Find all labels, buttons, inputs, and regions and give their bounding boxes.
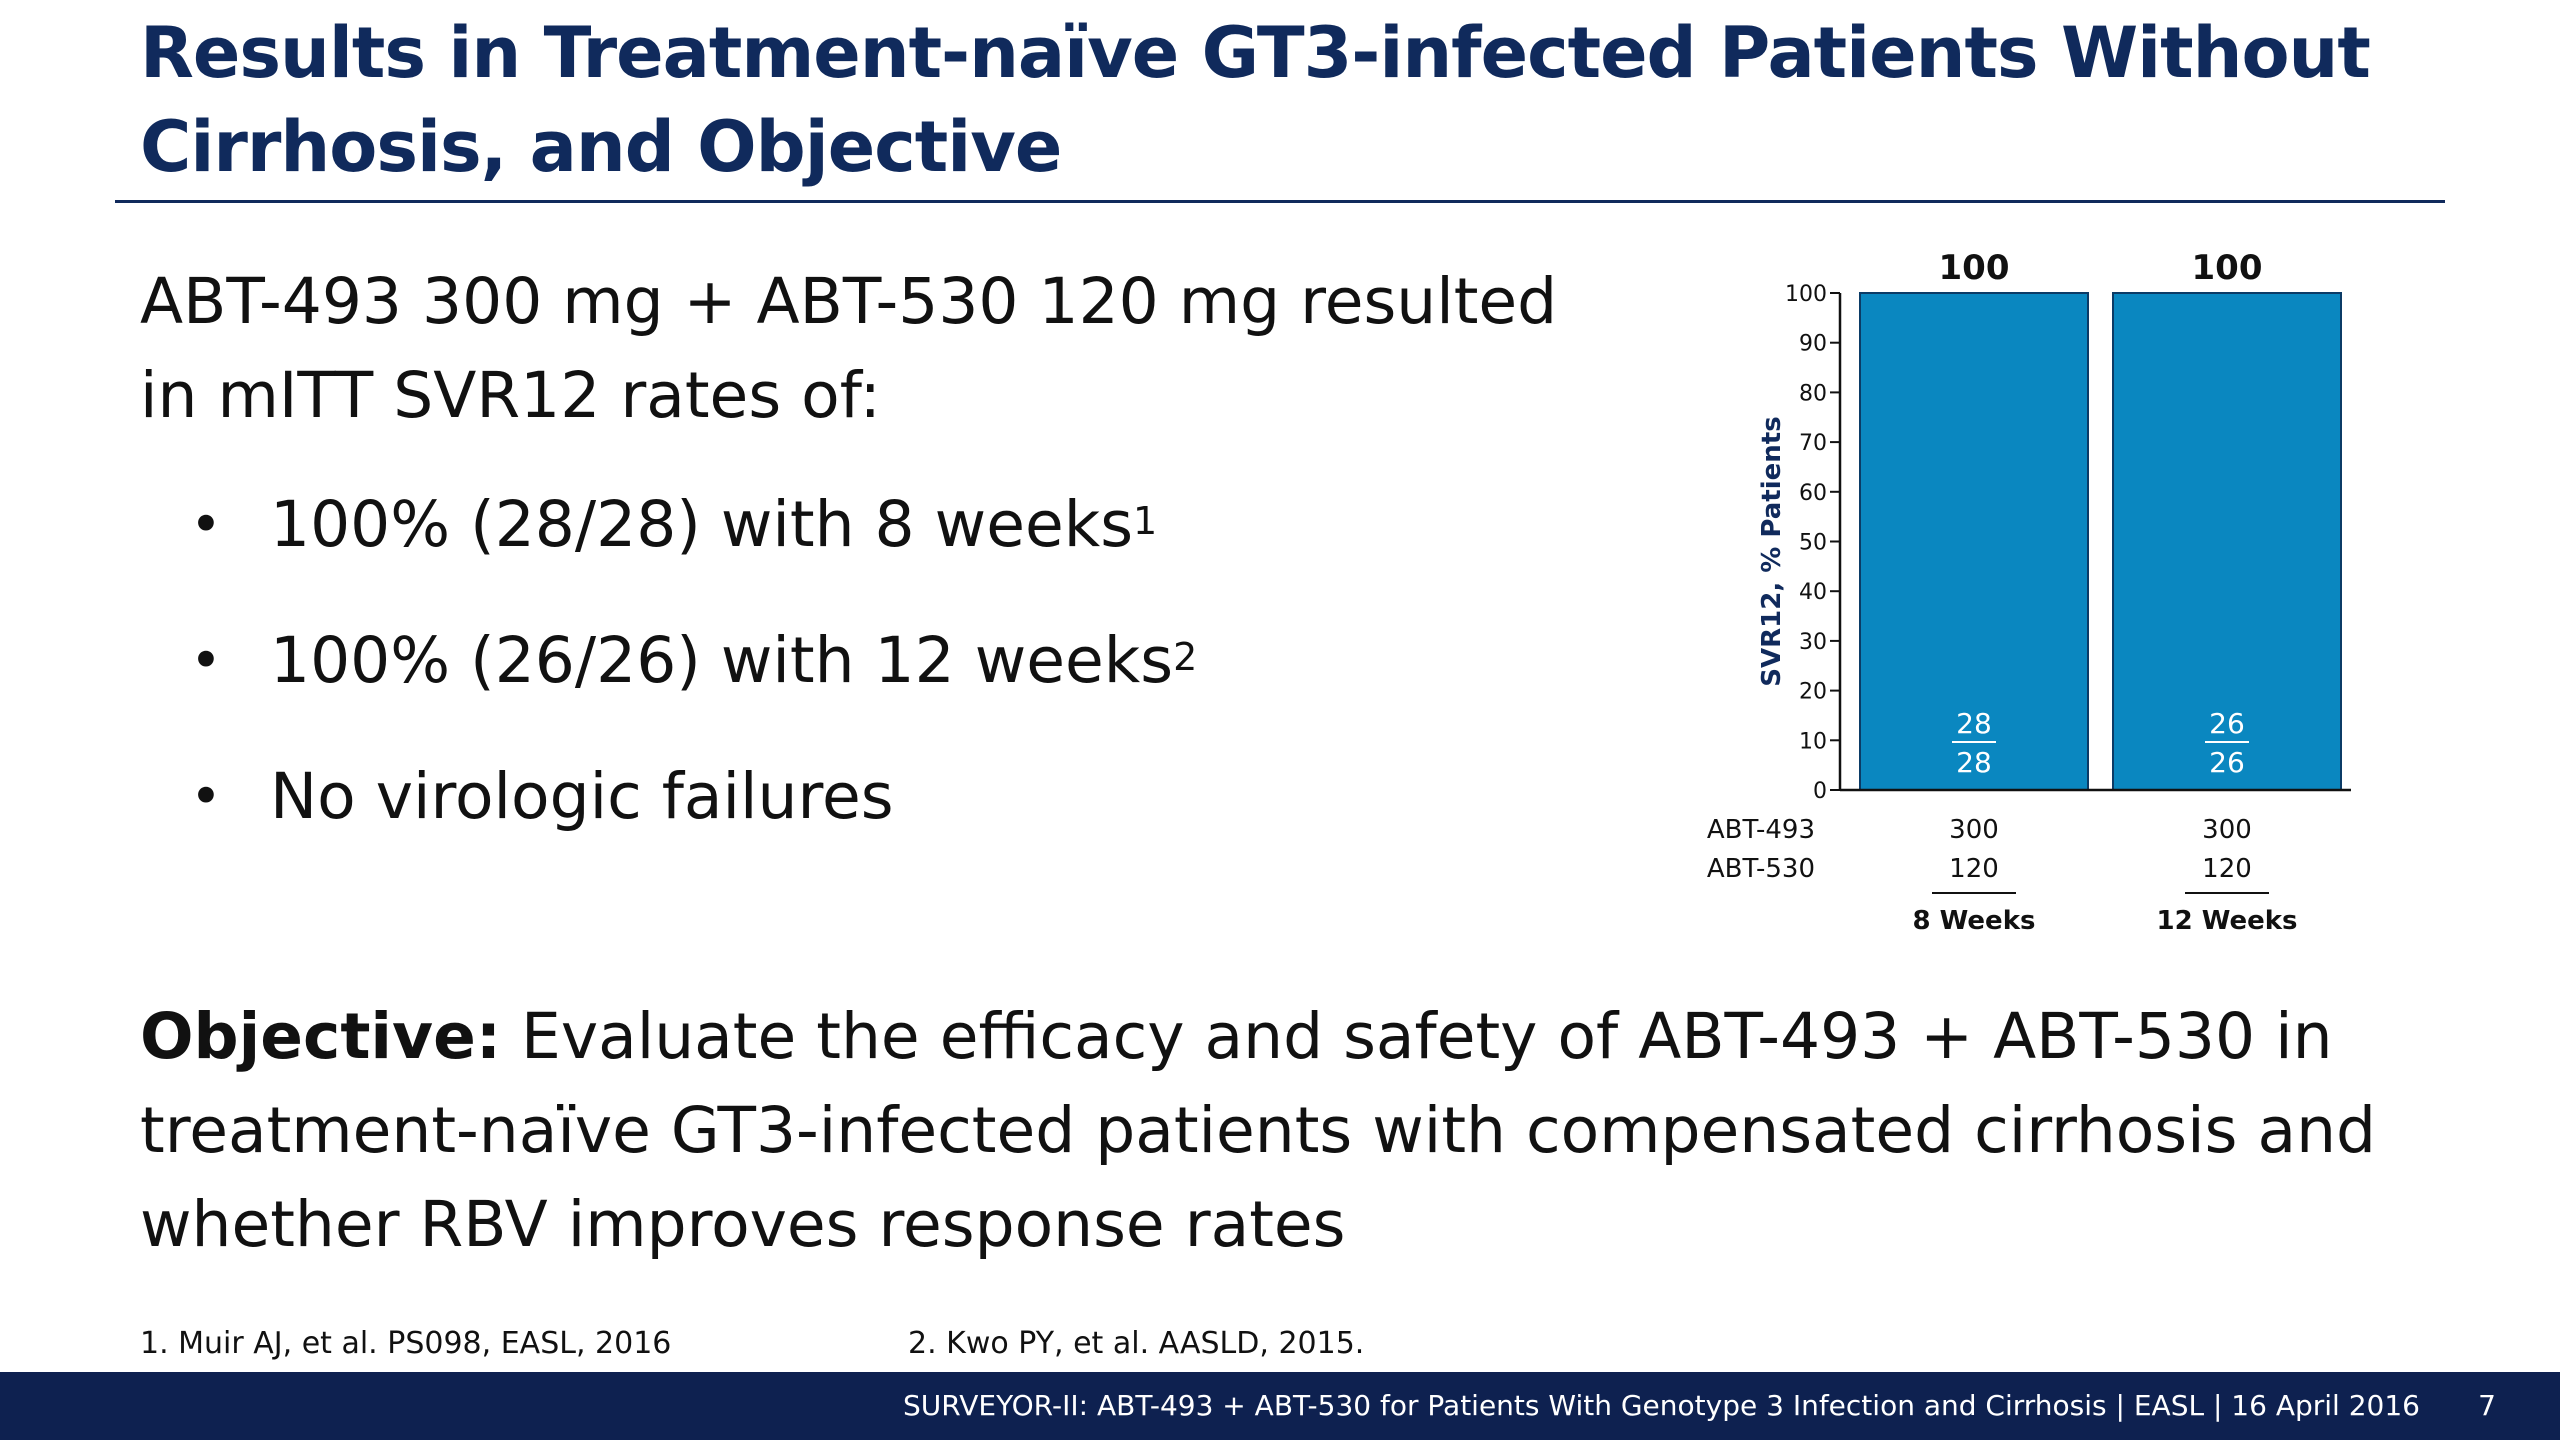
row-label-abt493: ABT-493	[1707, 815, 1815, 845]
y-tick-label: 20	[1799, 680, 1827, 705]
bar-value-label: 100	[1939, 248, 2010, 288]
bullet-item: • No virologic failures	[190, 750, 1590, 844]
slide-title: Results in Treatment-naïve GT3-infected …	[140, 12, 2371, 188]
bullet-dot-icon: •	[190, 765, 222, 828]
page-number: 7	[2478, 1389, 2496, 1422]
abt493-dose-label: 300	[2202, 815, 2252, 845]
bar-2	[2112, 292, 2342, 791]
bar-fraction-numerator: 28	[1956, 707, 1992, 740]
y-tick-label: 40	[1799, 580, 1827, 605]
y-tick-label: 70	[1799, 431, 1827, 456]
y-tick-label: 30	[1799, 630, 1827, 655]
category-label: 12 Weeks	[2156, 906, 2297, 936]
objective-text: Evaluate the efficacy and safety of ABT-…	[140, 1000, 2377, 1261]
bullet-ref-superscript: 1	[1133, 499, 1158, 543]
footer-bar: SURVEYOR-II: ABT-493 + ABT-530 for Patie…	[0, 1372, 2560, 1440]
y-tick-label: 80	[1799, 381, 1827, 406]
objective-paragraph: Objective: Evaluate the efficacy and saf…	[140, 990, 2470, 1272]
abt530-dose-label: 120	[2202, 854, 2252, 884]
y-axis-label: SVR12, % Patients	[1757, 416, 1787, 686]
title-divider	[115, 200, 2445, 203]
bullet-item: • 100% (26/26) with 12 weeks2	[190, 614, 1590, 708]
bullet-text: 100% (28/28) with 8 weeks	[270, 488, 1134, 561]
bullet-item: • 100% (28/28) with 8 weeks1	[190, 478, 1590, 572]
category-label: 8 Weeks	[1913, 906, 2036, 936]
bar-fraction-numerator: 26	[2209, 707, 2245, 740]
objective-label: Objective:	[140, 1000, 502, 1073]
bar-1	[1859, 292, 2089, 791]
bullet-dot-icon: •	[190, 493, 222, 556]
y-tick-label: 90	[1799, 332, 1827, 357]
bar-fraction-denominator: 26	[2209, 746, 2245, 779]
results-bullet-list: • 100% (28/28) with 8 weeks1 • 100% (26/26…	[190, 478, 1590, 886]
references: 1. Muir AJ, et al. PS098, EASL, 2016 2. …	[140, 1322, 2440, 1366]
y-tick-label: 10	[1799, 729, 1827, 754]
intro-text: ABT-493 300 mg + ABT-530 120 mg resulted…	[140, 265, 1558, 432]
bullet-dot-icon: •	[190, 629, 222, 692]
y-tick-label: 0	[1813, 779, 1827, 804]
bar-fraction-denominator: 28	[1956, 746, 1992, 779]
bar-value-label: 100	[2192, 248, 2263, 288]
row-label-abt530: ABT-530	[1707, 854, 1815, 884]
bullet-text: No virologic failures	[270, 760, 894, 833]
y-tick-label: 50	[1799, 531, 1827, 556]
y-tick-label: 60	[1799, 481, 1827, 506]
reference-1: 1. Muir AJ, et al. PS098, EASL, 2016	[140, 1326, 672, 1361]
abt493-dose-label: 300	[1949, 815, 1999, 845]
y-tick-label: 100	[1785, 282, 1827, 307]
abt530-dose-label: 120	[1949, 854, 1999, 884]
reference-2: 2. Kwo PY, et al. AASLD, 2015.	[908, 1326, 1365, 1361]
bullet-text: 100% (26/26) with 12 weeks	[270, 624, 1174, 697]
bullet-ref-superscript: 2	[1173, 635, 1198, 679]
footer-text: SURVEYOR-II: ABT-493 + ABT-530 for Patie…	[903, 1389, 2420, 1422]
